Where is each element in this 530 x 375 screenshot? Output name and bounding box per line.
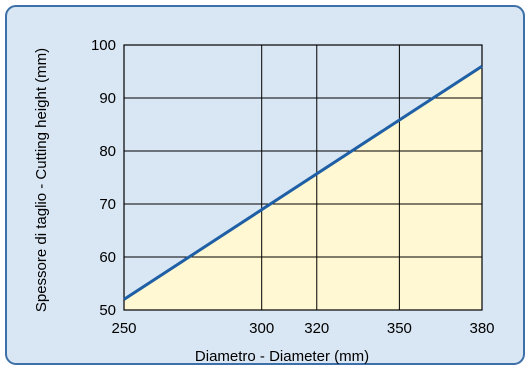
x-tick-label: 350 (387, 320, 412, 337)
x-tick-label: 250 (111, 320, 136, 337)
tick-layer: 250 300 320 350 380 50 60 70 80 90 100 (91, 37, 495, 337)
y-tick-label: 50 (99, 302, 116, 319)
grid-layer (123, 44, 483, 311)
x-tick-label: 320 (304, 320, 329, 337)
y-axis-label: Spessore di taglio - Cutting height (mm) (33, 48, 50, 312)
plot-border (123, 44, 483, 311)
line-layer (123, 64, 483, 301)
x-tick-label: 380 (469, 320, 494, 337)
y-tick-label: 90 (99, 90, 116, 107)
x-tick-label: 300 (249, 320, 274, 337)
series-line (123, 64, 483, 301)
y-tick-label: 80 (99, 143, 116, 160)
area-fill (124, 66, 482, 310)
y-tick-label: 70 (99, 196, 116, 213)
x-axis-label: Diametro - Diameter (mm) (195, 348, 369, 365)
y-tick-label: 60 (99, 249, 116, 266)
area-layer (124, 66, 482, 310)
y-tick-label: 100 (91, 37, 116, 54)
